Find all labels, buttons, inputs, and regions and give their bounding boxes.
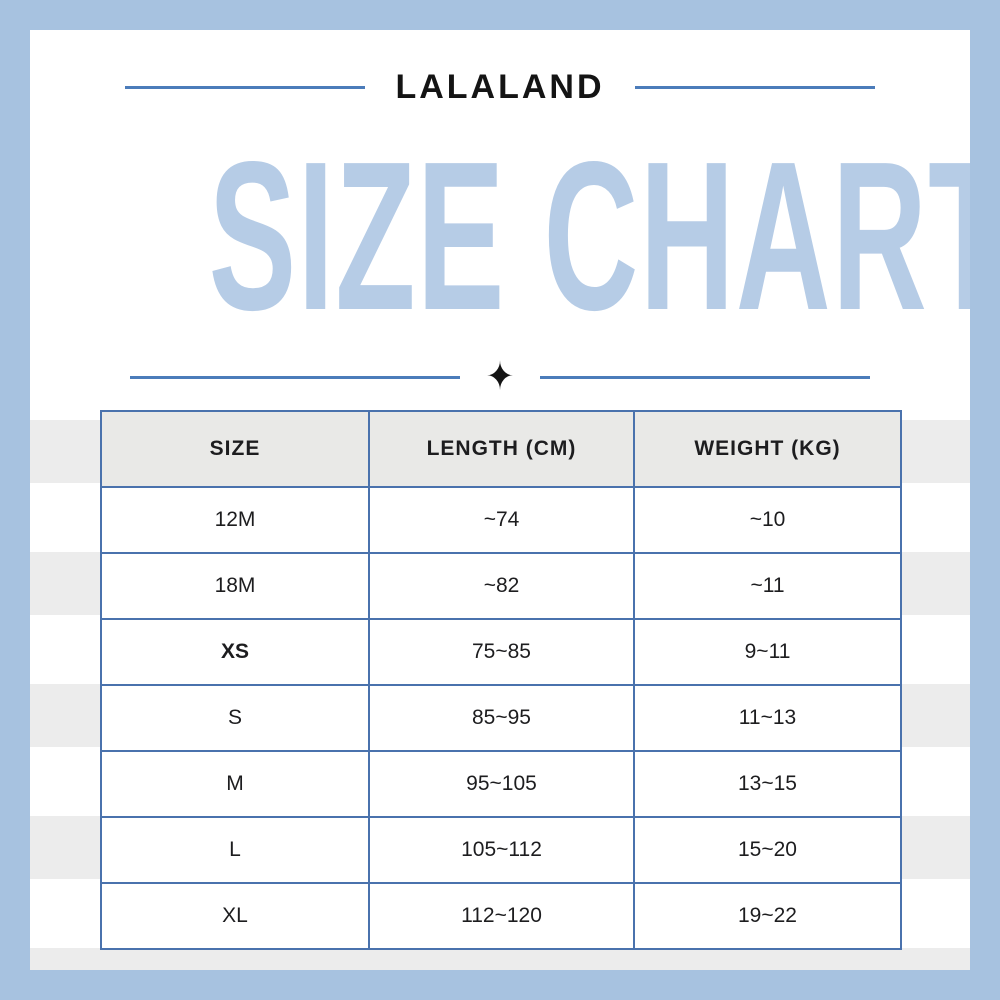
cell-length: 95~105 <box>368 750 635 818</box>
cell-length: 75~85 <box>368 618 635 686</box>
cell-size: 12M <box>100 486 370 554</box>
cell-weight: 11~13 <box>633 684 902 752</box>
cell-length: 112~120 <box>368 882 635 950</box>
table-row: M 95~105 13~15 <box>100 750 902 818</box>
brand-rule-right <box>634 86 875 89</box>
cell-weight: ~11 <box>633 552 902 620</box>
divider-rule-right <box>540 375 871 379</box>
cell-size: S <box>100 684 370 752</box>
size-chart-table: SIZE LENGTH (CM) WEIGHT (KG) 12M ~74 ~10… <box>100 410 902 950</box>
cell-weight: 13~15 <box>633 750 902 818</box>
table-header-row: SIZE LENGTH (CM) WEIGHT (KG) <box>100 410 902 488</box>
table-row: XL 112~120 19~22 <box>100 882 902 950</box>
cell-length: 105~112 <box>368 816 635 884</box>
cell-weight: 9~11 <box>633 618 902 686</box>
table-row: XS 75~85 9~11 <box>100 618 902 686</box>
cell-size: 18M <box>100 552 370 620</box>
cell-weight: 19~22 <box>633 882 902 950</box>
brand-name: LALALAND <box>395 68 605 106</box>
brand-rule-left <box>125 86 366 89</box>
divider-rule-left <box>129 375 460 379</box>
cell-length: 85~95 <box>368 684 635 752</box>
cell-weight: ~10 <box>633 486 902 554</box>
column-header-weight: WEIGHT (KG) <box>633 410 902 488</box>
table-row: L 105~112 15~20 <box>100 816 902 884</box>
cell-length: ~82 <box>368 552 635 620</box>
cell-weight: 15~20 <box>633 816 902 884</box>
title-divider: ✦ <box>30 355 970 399</box>
table-row: 18M ~82 ~11 <box>100 552 902 620</box>
cell-length: ~74 <box>368 486 635 554</box>
column-header-length: LENGTH (CM) <box>368 410 635 488</box>
brand-header: LALALAND <box>30 68 970 107</box>
table-row: S 85~95 11~13 <box>100 684 902 752</box>
sparkle-icon: ✦ <box>485 355 515 399</box>
page-title: SIZE CHART <box>208 117 970 354</box>
column-header-size: SIZE <box>100 410 370 488</box>
cell-size: L <box>100 816 370 884</box>
cell-size: XS <box>100 618 370 686</box>
content-area: LALALAND SIZE CHART ✦ SIZE LENGTH (CM) W… <box>30 30 970 970</box>
cell-size: XL <box>100 882 370 950</box>
cell-size: M <box>100 750 370 818</box>
table-row: 12M ~74 ~10 <box>100 486 902 554</box>
